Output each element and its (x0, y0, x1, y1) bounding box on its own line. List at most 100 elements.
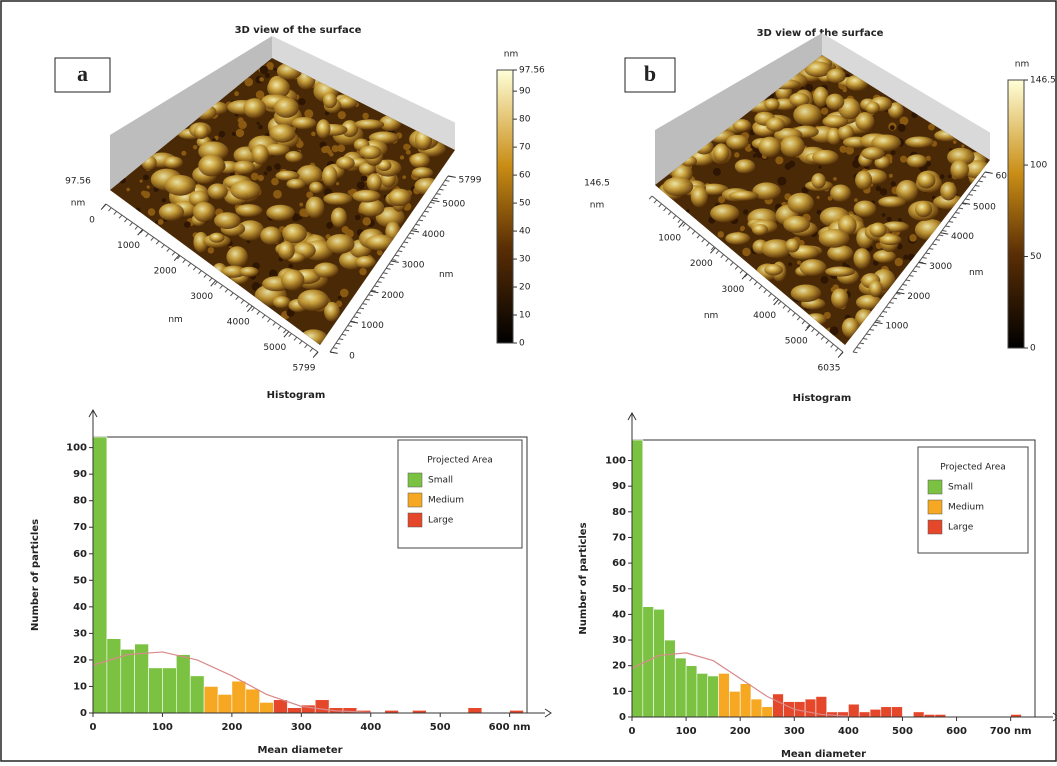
y-tick-label: 70 (73, 522, 87, 533)
surface-wall (110, 36, 272, 190)
surface-bump (269, 124, 296, 143)
histogram-bar (92, 436, 108, 714)
surface-title: 3D view of the surface (757, 28, 884, 39)
surface-grain (329, 152, 334, 157)
surface-grain (246, 239, 251, 244)
surface-axis-tick (353, 316, 359, 319)
y-tick-label: 30 (612, 635, 626, 646)
surface-bump (713, 143, 730, 163)
y-tick-label: 0 (619, 712, 626, 723)
surface-axis-tick (412, 228, 418, 231)
surface-axis-tick (968, 194, 973, 196)
surface-bump (388, 188, 412, 207)
surface-axis-tick-label: 5000 (263, 343, 286, 353)
surface-axis-major-tick (431, 199, 440, 203)
surface-grain (155, 220, 159, 224)
surface-grain (161, 198, 167, 203)
y-tick-label: 50 (73, 575, 87, 586)
surface-axis-tick (811, 328, 815, 333)
surface-bump (193, 231, 209, 253)
surface-bump (818, 229, 850, 248)
histogram-bar (891, 706, 903, 718)
surface-axis-tick-label: 3000 (402, 260, 425, 270)
x-axis-arrow (544, 708, 552, 718)
surface-axis-tick (444, 179, 450, 182)
surface-axis-major-tick (874, 321, 883, 325)
surface-axis-tick (835, 347, 839, 352)
surface-axis-tick-label: 1000 (658, 233, 681, 243)
surface-grain (784, 163, 792, 170)
surface-bump (299, 329, 328, 345)
surface-grain (326, 221, 334, 229)
surface-axis-tick-label: 4000 (753, 311, 776, 321)
surface-bump (837, 124, 854, 141)
surface-axis-tick (230, 292, 234, 297)
surface-axis-tick (715, 250, 720, 255)
histogram-bar (314, 699, 330, 714)
panel-label: a (77, 61, 88, 86)
legend-title: Projected Area (427, 456, 493, 466)
surface-bump (354, 119, 385, 130)
panel-label-box (54, 57, 111, 93)
surface-bump (917, 172, 936, 189)
surface-bump (690, 186, 708, 208)
surface-axis-tick (421, 215, 426, 217)
surface-bump (260, 226, 282, 245)
legend-swatch (927, 479, 943, 495)
surface-axis-tick (427, 206, 432, 209)
z-axis-tick-label: 97.56 (65, 177, 91, 187)
surface-axis-tick (782, 304, 787, 309)
surface-axis-tick (653, 199, 658, 204)
surface-grain (288, 263, 294, 269)
surface-title: 3D view of the surface (235, 25, 362, 36)
histogram-bar (783, 701, 795, 718)
surface-grain (686, 209, 690, 213)
surface-axis-tick (866, 333, 871, 336)
surface-bump (838, 215, 857, 236)
surface-grain (900, 155, 908, 163)
z-axis-label: nm (590, 201, 604, 211)
surface-axis-tick (187, 262, 192, 267)
surface-axis-tick-label: 5000 (973, 202, 996, 212)
z-axis-label: nm (71, 199, 85, 209)
surface-bump (273, 97, 299, 118)
histogram-bar (273, 699, 288, 714)
surface-bump (232, 160, 256, 175)
surface-axis-tick (272, 322, 276, 326)
surface-axis-tick (948, 221, 954, 223)
surface-axis-tick (214, 281, 218, 286)
surface-bump (905, 136, 934, 148)
colorbar-tick-label: 40 (519, 227, 531, 237)
legend-label: Medium (428, 496, 464, 506)
y-tick-label: 80 (612, 507, 626, 518)
surface-axis-tick (374, 285, 379, 288)
surface-bump (221, 265, 246, 278)
x-tick-label: 300 (784, 726, 805, 737)
surface-bump (235, 204, 263, 217)
surface-axis-tick-label: 3000 (190, 292, 213, 302)
surface-axis-major-tick (246, 305, 253, 313)
surface-bump (322, 92, 337, 109)
surface-bump (896, 179, 919, 202)
surface-grain (271, 177, 279, 186)
x-tick-label: 200 (730, 726, 751, 737)
y-tick-label: 60 (612, 558, 626, 569)
surface-grain (839, 145, 847, 153)
surface-axis-tick-label: 5000 (785, 337, 808, 347)
surface-bump (275, 170, 300, 181)
surface-axis-tick (879, 315, 884, 318)
surface-axis-tick (648, 195, 653, 200)
surface-axis-major-tick (283, 331, 290, 338)
surface-axis-tick (118, 214, 123, 219)
histogram-bar (120, 649, 135, 714)
surface-bump (325, 234, 355, 254)
surface-bump (825, 266, 856, 277)
surface-axis-tick (744, 273, 748, 278)
surface-bump (790, 284, 822, 303)
surface-grain (925, 161, 932, 167)
x-tick-label: 500 (892, 726, 913, 737)
histogram-bar (203, 686, 219, 714)
colorbar-tick-label: 100 (1030, 161, 1047, 171)
surface-axis-tick-label: 1000 (117, 241, 140, 251)
histogram-bar (176, 654, 191, 714)
